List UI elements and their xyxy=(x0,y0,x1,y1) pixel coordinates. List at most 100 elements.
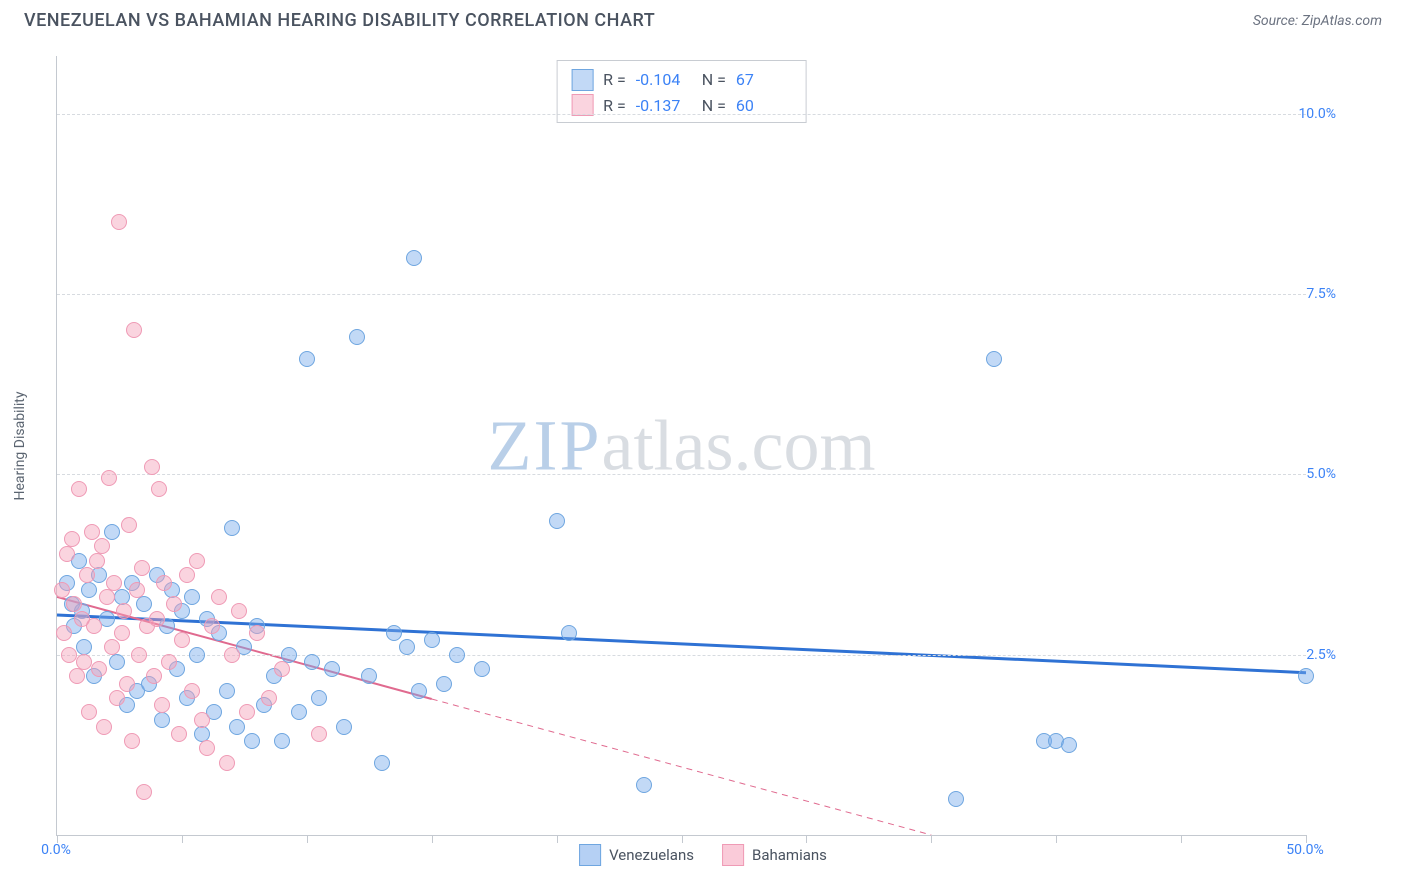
y-tick-label: 5.0% xyxy=(1306,466,1336,482)
legend-label: Bahamians xyxy=(752,846,827,864)
data-point xyxy=(109,654,125,670)
data-point xyxy=(274,661,290,677)
bottom-legend: VenezuelansBahamians xyxy=(579,844,827,866)
data-point xyxy=(136,596,152,612)
data-point xyxy=(119,676,135,692)
data-point xyxy=(239,704,255,720)
data-point xyxy=(399,639,415,655)
data-point xyxy=(84,524,100,540)
data-point xyxy=(114,625,130,641)
data-point xyxy=(64,531,80,547)
data-point xyxy=(149,611,165,627)
data-point xyxy=(144,459,160,475)
stat-r-label: R = xyxy=(603,67,626,93)
data-point xyxy=(54,582,70,598)
data-point xyxy=(224,647,240,663)
stat-r-value: -0.104 xyxy=(636,67,692,93)
data-point xyxy=(229,719,245,735)
gridline xyxy=(57,474,1306,475)
data-point xyxy=(244,733,260,749)
data-point xyxy=(56,625,72,641)
data-point xyxy=(154,697,170,713)
stat-n-value: 67 xyxy=(736,67,792,93)
data-point xyxy=(948,791,964,807)
chart-header: VENEZUELAN VS BAHAMIAN HEARING DISABILIT… xyxy=(0,0,1406,37)
x-tick-label: 0.0% xyxy=(41,842,71,858)
data-point xyxy=(424,632,440,648)
data-point xyxy=(131,647,147,663)
data-point xyxy=(89,553,105,569)
data-point xyxy=(129,582,145,598)
data-point xyxy=(219,683,235,699)
data-point xyxy=(86,618,102,634)
x-tick xyxy=(307,835,308,843)
data-point xyxy=(81,582,97,598)
data-point xyxy=(96,719,112,735)
data-point xyxy=(231,603,247,619)
chart-title: VENEZUELAN VS BAHAMIAN HEARING DISABILIT… xyxy=(24,10,655,31)
x-tick xyxy=(931,835,932,843)
legend-item: Bahamians xyxy=(722,844,827,866)
data-point xyxy=(561,625,577,641)
data-point xyxy=(336,719,352,735)
data-point xyxy=(79,567,95,583)
stat-n-label: N = xyxy=(702,67,726,93)
data-point xyxy=(636,777,652,793)
data-point xyxy=(99,589,115,605)
data-point xyxy=(549,513,565,529)
data-point xyxy=(1298,668,1314,684)
data-point xyxy=(76,654,92,670)
data-point xyxy=(91,661,107,677)
x-tick xyxy=(182,835,183,843)
x-tick xyxy=(432,835,433,843)
data-point xyxy=(174,632,190,648)
data-point xyxy=(154,712,170,728)
x-tick xyxy=(806,835,807,843)
x-tick xyxy=(1056,835,1057,843)
data-point xyxy=(474,661,490,677)
gridline xyxy=(57,114,1306,115)
y-tick-label: 7.5% xyxy=(1306,286,1336,302)
data-point xyxy=(81,704,97,720)
data-point xyxy=(194,712,210,728)
data-point xyxy=(59,546,75,562)
x-tick-label: 50.0% xyxy=(1286,842,1324,858)
y-tick-label: 10.0% xyxy=(1298,106,1336,122)
data-point xyxy=(386,625,402,641)
gridline xyxy=(57,294,1306,295)
data-point xyxy=(249,625,265,641)
data-point xyxy=(349,329,365,345)
y-axis-label: Hearing Disability xyxy=(12,392,28,501)
data-point xyxy=(219,755,235,771)
data-point xyxy=(161,654,177,670)
data-point xyxy=(189,553,205,569)
data-point xyxy=(156,575,172,591)
trend-line-extrapolated xyxy=(432,699,932,835)
data-point xyxy=(179,567,195,583)
data-point xyxy=(71,481,87,497)
data-point xyxy=(121,517,137,533)
data-point xyxy=(136,784,152,800)
data-point xyxy=(304,654,320,670)
data-point xyxy=(291,704,307,720)
data-point xyxy=(436,676,452,692)
data-point xyxy=(151,481,167,497)
data-point xyxy=(101,470,117,486)
data-point xyxy=(94,538,110,554)
data-point xyxy=(374,755,390,771)
data-point xyxy=(1061,737,1077,753)
legend-swatch xyxy=(722,844,744,866)
data-point xyxy=(311,726,327,742)
data-point xyxy=(126,322,142,338)
data-point xyxy=(184,589,200,605)
data-point xyxy=(69,668,85,684)
data-point xyxy=(224,520,240,536)
data-point xyxy=(211,589,227,605)
data-point xyxy=(189,647,205,663)
x-tick xyxy=(1181,835,1182,843)
data-point xyxy=(104,639,120,655)
data-point xyxy=(116,603,132,619)
data-point xyxy=(199,740,215,756)
data-point xyxy=(61,647,77,663)
data-point xyxy=(104,524,120,540)
